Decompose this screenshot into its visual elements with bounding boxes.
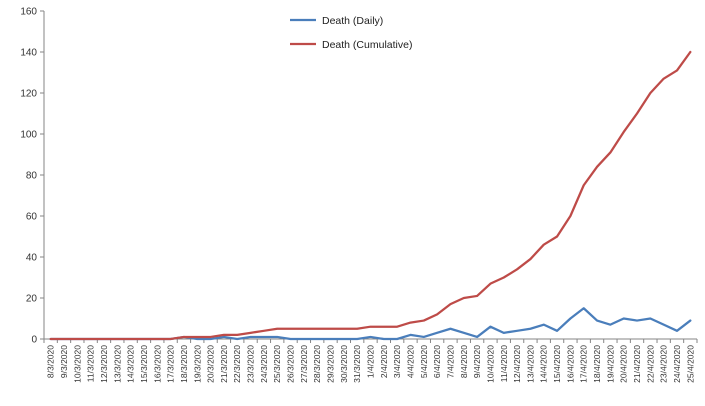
- x-tick-label: 15/4/2020: [552, 345, 562, 383]
- x-tick-label: 11/3/2020: [86, 345, 96, 382]
- x-tick-label: 31/3/2020: [352, 345, 362, 383]
- x-tick-label: 30/3/2020: [339, 345, 349, 383]
- x-tick-label: 26/3/2020: [286, 345, 296, 383]
- x-tick-label: 14/4/2020: [539, 345, 549, 383]
- x-tick-label: 20/3/2020: [206, 345, 216, 383]
- y-tick-label: 20: [26, 294, 38, 305]
- y-tick-label: 80: [26, 171, 38, 182]
- y-tick-label: 140: [20, 48, 37, 59]
- x-tick-label: 13/4/2020: [525, 345, 535, 383]
- x-tick-label: 18/4/2020: [592, 345, 602, 383]
- x-tick-label: 16/3/2020: [152, 345, 162, 383]
- x-tick-label: 2/4/2020: [379, 345, 389, 378]
- x-tick-label: 18/3/2020: [179, 345, 189, 383]
- y-tick-label: 160: [20, 7, 37, 18]
- x-tick-label: 8/3/2020: [46, 345, 56, 378]
- x-tick-label: 22/3/2020: [232, 345, 242, 383]
- x-tick-label: 25/3/2020: [272, 345, 282, 383]
- legend-label: Death (Daily): [322, 15, 383, 27]
- x-tick-label: 10/3/2020: [72, 345, 82, 383]
- x-tick-label: 12/3/2020: [99, 345, 109, 383]
- x-tick-label: 24/3/2020: [259, 345, 269, 383]
- x-tick-label: 21/3/2020: [219, 345, 229, 383]
- series-line-cumulative: [49, 50, 692, 341]
- x-tick-label: 11/4/2020: [499, 345, 509, 382]
- x-tick-label: 15/3/2020: [139, 345, 149, 383]
- x-tick-label: 20/4/2020: [619, 345, 629, 383]
- y-tick-label: 100: [20, 130, 37, 141]
- x-tick-label: 29/3/2020: [326, 345, 336, 383]
- x-tick-label: 8/4/2020: [459, 345, 469, 378]
- series-lines: [49, 50, 692, 341]
- x-tick-label: 24/4/2020: [672, 345, 682, 383]
- series-line-daily: [49, 307, 692, 341]
- legend: Death (Daily) Death (Cumulative): [290, 15, 412, 51]
- x-tick-label: 9/4/2020: [472, 345, 482, 378]
- x-tick-label: 3/4/2020: [392, 345, 402, 378]
- y-tick-label: 40: [26, 253, 38, 264]
- x-tick-label: 22/4/2020: [645, 345, 655, 383]
- x-tick-label: 10/4/2020: [485, 345, 495, 383]
- x-tick-label: 6/4/2020: [432, 345, 442, 378]
- x-tick-label: 19/4/2020: [605, 345, 615, 383]
- x-tick-label: 17/3/2020: [166, 345, 176, 383]
- x-tick-label: 21/4/2020: [632, 345, 642, 383]
- x-tick-label: 12/4/2020: [512, 345, 522, 383]
- x-tick-label: 23/4/2020: [659, 345, 669, 383]
- y-axis-ticks: 0 20 40 60 80 100 120 140 160: [20, 7, 44, 346]
- x-tick-label: 4/4/2020: [405, 345, 415, 378]
- y-tick-label: 120: [20, 89, 37, 100]
- x-tick-label: 13/3/2020: [112, 345, 122, 383]
- legend-label: Death (Cumulative): [322, 39, 412, 51]
- x-tick-label: 16/4/2020: [565, 345, 575, 383]
- y-tick-label: 60: [26, 212, 38, 223]
- x-tick-label: 19/3/2020: [192, 345, 202, 383]
- x-tick-label: 27/3/2020: [299, 345, 309, 383]
- axes: [43, 11, 697, 340]
- x-tick-label: 7/4/2020: [445, 345, 455, 378]
- x-tick-label: 28/3/2020: [312, 345, 322, 383]
- x-tick-label: 23/3/2020: [246, 345, 256, 383]
- x-tick-label: 5/4/2020: [419, 345, 429, 378]
- y-tick-label: 0: [31, 335, 37, 346]
- x-tick-label: 25/4/2020: [685, 345, 695, 383]
- x-axis-ticks: 8/3/2020 9/3/2020 10/3/2020 11/3/2020 12/3/2…: [43, 339, 698, 383]
- x-tick-label: 14/3/2020: [126, 345, 136, 383]
- x-tick-label: 1/4/2020: [366, 345, 376, 378]
- x-tick-label: 17/4/2020: [579, 345, 589, 383]
- x-tick-label: 9/3/2020: [59, 345, 69, 378]
